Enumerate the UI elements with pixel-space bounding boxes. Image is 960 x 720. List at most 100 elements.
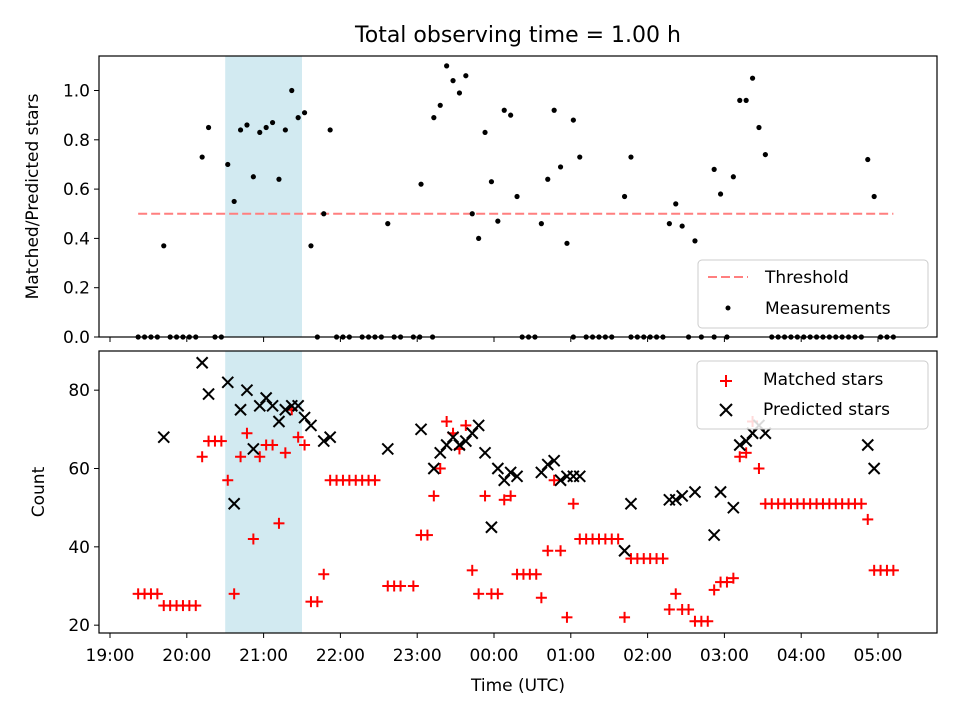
measurement-point xyxy=(488,179,495,185)
legend-matched-label: Matched stars xyxy=(763,370,883,390)
matched-star-point xyxy=(657,553,669,565)
matched-star-point xyxy=(561,611,573,623)
matched-star-point xyxy=(292,431,304,443)
predicted-star-point xyxy=(247,442,260,456)
measurement-point xyxy=(538,221,544,227)
measurement-point xyxy=(743,97,749,103)
y-tick-label: 20 xyxy=(68,616,90,636)
matched-star-point xyxy=(505,490,517,502)
predicted-star-point xyxy=(221,376,234,389)
matched-star-point xyxy=(241,427,253,439)
measurement-point xyxy=(237,127,244,133)
matched-star-point xyxy=(369,474,381,486)
x-tick-label: 22:00 xyxy=(316,646,365,666)
measurement-point xyxy=(469,211,475,217)
chart-title: Total observing time = 1.00 h xyxy=(354,23,681,48)
measurement-point xyxy=(250,174,256,180)
matched-star-point xyxy=(273,517,285,529)
legend-threshold-label: Threshold xyxy=(764,268,849,288)
predicted-star-point xyxy=(227,497,241,510)
x-tick-label: 23:00 xyxy=(393,646,442,666)
measurement-point xyxy=(730,174,736,180)
matched-star-point xyxy=(222,474,234,486)
predicted-star-points xyxy=(157,356,881,557)
predicted-star-point xyxy=(427,462,441,475)
predicted-star-point xyxy=(272,415,286,428)
measurement-point xyxy=(263,124,269,131)
measurement-point xyxy=(205,124,212,131)
measurement-point xyxy=(225,161,231,168)
predicted-star-point xyxy=(624,497,638,510)
matched-star-point xyxy=(619,611,631,623)
measurement-point xyxy=(871,193,877,200)
measurement-point xyxy=(628,154,634,160)
matched-star-point xyxy=(311,596,323,608)
measurement-point xyxy=(514,193,520,200)
measurement-point xyxy=(244,122,250,128)
measurement-point xyxy=(385,221,391,227)
measurement-point xyxy=(749,75,756,81)
legend-predicted-swatch xyxy=(719,403,733,417)
x-tick-label: 00:00 xyxy=(470,646,519,666)
matched-star-point xyxy=(196,451,208,463)
predicted-star-point xyxy=(727,501,740,514)
bottom-legend-box xyxy=(696,360,929,430)
predicted-star-point xyxy=(573,470,586,483)
measurement-point xyxy=(577,154,583,160)
matched-star-point xyxy=(434,463,446,474)
measurement-point xyxy=(570,117,576,123)
y-tick-label: 60 xyxy=(68,460,90,480)
y-tick-label: 80 xyxy=(68,381,90,401)
measurement-point xyxy=(717,191,724,197)
matched-star-point xyxy=(727,572,739,584)
predicted-star-point xyxy=(434,446,447,460)
matched-star-point xyxy=(254,451,266,463)
bottom-y-axis-ticks: 20 40 60 80 xyxy=(68,381,99,636)
predicted-star-point xyxy=(304,419,318,432)
matched-star-point xyxy=(466,564,478,576)
y-tick-label: 40 xyxy=(68,538,90,558)
x-tick-label: 19:00 xyxy=(86,646,135,666)
matched-star-point xyxy=(151,588,163,600)
matched-star-point xyxy=(190,600,202,612)
matched-star-point xyxy=(555,545,567,557)
matched-star-point xyxy=(479,490,491,502)
predicted-star-point xyxy=(707,528,721,542)
predicted-star-point xyxy=(491,462,505,475)
measurement-point xyxy=(321,211,327,217)
measurement-point xyxy=(545,176,551,182)
x-tick-label: 02:00 xyxy=(623,646,672,666)
matched-star-point xyxy=(441,416,453,427)
measurement-point xyxy=(431,115,437,121)
predicted-star-point xyxy=(498,474,511,487)
matched-star-point xyxy=(215,435,227,447)
measurement-point xyxy=(737,97,743,103)
measurement-point xyxy=(257,129,263,136)
matched-star-point xyxy=(228,588,240,600)
measurement-point xyxy=(666,221,672,227)
matched-star-point xyxy=(247,533,259,545)
measurement-point xyxy=(437,102,443,108)
measurement-point xyxy=(551,107,557,113)
top-panel: 0.0 0.2 0.4 0.6 0.8 1.0 Matched/Predicted sta… xyxy=(23,55,938,348)
predicted-star-point xyxy=(446,430,460,444)
predicted-star-point xyxy=(485,521,498,534)
predicted-star-point xyxy=(234,403,247,416)
matched-star-point xyxy=(535,592,547,604)
predicted-star-point xyxy=(733,438,746,452)
matched-star-point xyxy=(267,439,279,451)
top-highlight-span xyxy=(225,56,302,337)
measurement-point xyxy=(199,154,205,160)
matched-star-point xyxy=(721,576,733,588)
top-y-axis-label: Matched/Predicted stars xyxy=(23,93,43,299)
measurement-point xyxy=(476,235,482,242)
matched-star-point xyxy=(862,513,874,525)
predicted-star-point xyxy=(453,438,466,452)
legend-predicted-label: Predicted stars xyxy=(763,400,890,420)
measurement-point xyxy=(444,63,450,69)
x-tick-label: 20:00 xyxy=(162,646,211,666)
predicted-star-point xyxy=(510,470,524,483)
measurement-point xyxy=(295,115,301,121)
bottom-panel: 20 40 60 80 19:00 20:00 21:00 22:00 23:00 00:00 0… xyxy=(29,350,938,696)
